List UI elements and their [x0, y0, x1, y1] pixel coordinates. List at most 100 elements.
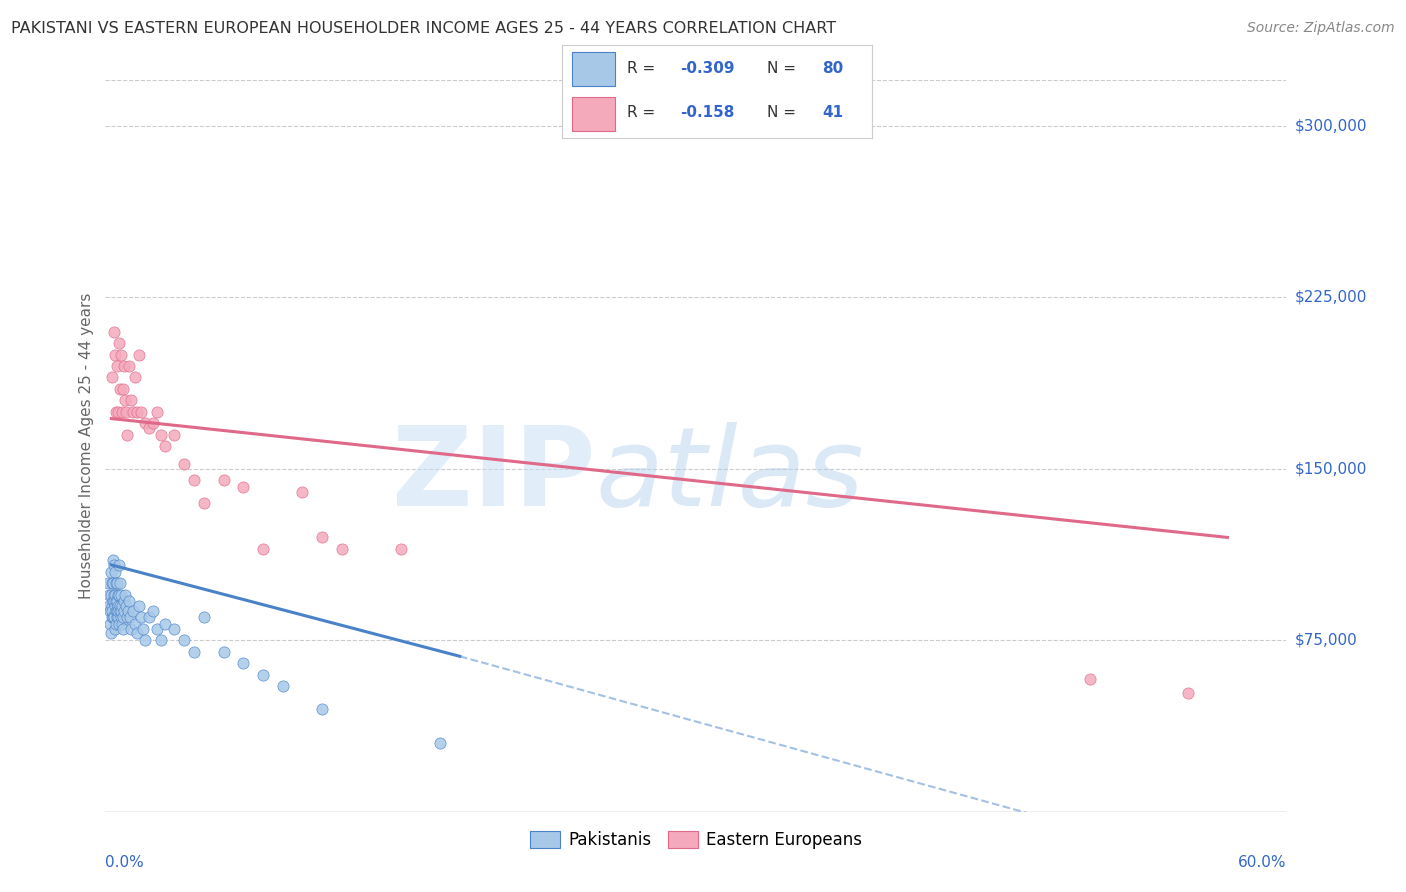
Point: [108, 336, 131, 351]
Point: [101, 576, 124, 591]
Text: Source: ZipAtlas.com: Source: ZipAtlas.com: [1247, 21, 1395, 36]
Point: [142, 603, 165, 617]
Point: [291, 484, 314, 499]
Point: [107, 603, 129, 617]
Point: [111, 610, 134, 624]
Point: [389, 541, 412, 556]
Point: [311, 530, 333, 544]
Point: [115, 405, 138, 419]
Point: [107, 588, 129, 602]
Point: [105, 610, 128, 624]
Point: [104, 565, 127, 579]
Point: [103, 325, 125, 339]
Point: [138, 420, 160, 434]
Point: [212, 473, 235, 487]
Point: [115, 427, 138, 442]
Point: [153, 617, 176, 632]
Text: $150,000: $150,000: [1295, 461, 1367, 476]
Point: [111, 405, 134, 419]
Point: [429, 736, 451, 750]
Point: [98, 588, 121, 602]
Point: [115, 610, 138, 624]
Point: [132, 622, 155, 636]
Text: 41: 41: [823, 105, 844, 120]
Point: [97, 576, 120, 591]
Point: [105, 359, 128, 373]
Point: [101, 610, 124, 624]
Point: [101, 370, 124, 384]
Point: [122, 405, 145, 419]
Point: [103, 576, 125, 591]
Point: [100, 626, 122, 640]
Text: PAKISTANI VS EASTERN EUROPEAN HOUSEHOLDER INCOME AGES 25 - 44 YEARS CORRELATION : PAKISTANI VS EASTERN EUROPEAN HOUSEHOLDE…: [11, 21, 837, 37]
Point: [120, 610, 141, 624]
Text: N =: N =: [766, 105, 806, 120]
Text: -0.309: -0.309: [681, 62, 734, 77]
Point: [163, 622, 186, 636]
Point: [111, 599, 134, 613]
Point: [193, 496, 215, 510]
Point: [330, 541, 353, 556]
Point: [212, 645, 235, 659]
Point: [128, 599, 150, 613]
Point: [114, 393, 136, 408]
Point: [98, 617, 121, 632]
Point: [134, 416, 156, 430]
Point: [120, 622, 142, 636]
Point: [101, 603, 124, 617]
Point: [104, 622, 127, 636]
Point: [112, 622, 135, 636]
Point: [110, 588, 132, 602]
Point: [173, 457, 195, 471]
Point: [98, 603, 121, 617]
Text: 0.0%: 0.0%: [105, 855, 145, 870]
Point: [112, 594, 135, 608]
Point: [311, 702, 333, 716]
Point: [103, 553, 125, 567]
Point: [107, 617, 129, 632]
Point: [108, 603, 131, 617]
Point: [107, 405, 129, 419]
Point: [104, 348, 127, 362]
Point: [101, 610, 124, 624]
Point: [107, 599, 129, 613]
Text: R =: R =: [627, 62, 661, 77]
Text: -0.158: -0.158: [681, 105, 734, 120]
Point: [105, 576, 128, 591]
Point: [124, 370, 146, 384]
Point: [110, 348, 132, 362]
Point: [252, 541, 274, 556]
Point: [153, 439, 176, 453]
Point: [1177, 686, 1199, 700]
Point: [145, 622, 167, 636]
Point: [100, 599, 122, 613]
Point: [271, 679, 294, 693]
Point: [129, 610, 152, 624]
Point: [134, 633, 156, 648]
Point: [108, 588, 131, 602]
Point: [125, 626, 148, 640]
Point: [112, 382, 135, 396]
Point: [105, 576, 128, 591]
Point: [114, 588, 136, 602]
Point: [105, 405, 128, 419]
Point: [115, 599, 138, 613]
FancyBboxPatch shape: [572, 52, 614, 86]
Point: [107, 610, 129, 624]
FancyBboxPatch shape: [572, 97, 614, 131]
Point: [118, 594, 141, 608]
Point: [163, 427, 186, 442]
Point: [104, 603, 127, 617]
Point: [100, 588, 122, 602]
Point: [173, 633, 195, 648]
Point: [103, 588, 125, 602]
Y-axis label: Householder Income Ages 25 - 44 years: Householder Income Ages 25 - 44 years: [79, 293, 94, 599]
Point: [125, 405, 148, 419]
Text: 80: 80: [823, 62, 844, 77]
Point: [104, 588, 127, 602]
Point: [100, 565, 122, 579]
Point: [105, 594, 128, 608]
Point: [112, 359, 135, 373]
Point: [110, 610, 132, 624]
Point: [104, 599, 127, 613]
